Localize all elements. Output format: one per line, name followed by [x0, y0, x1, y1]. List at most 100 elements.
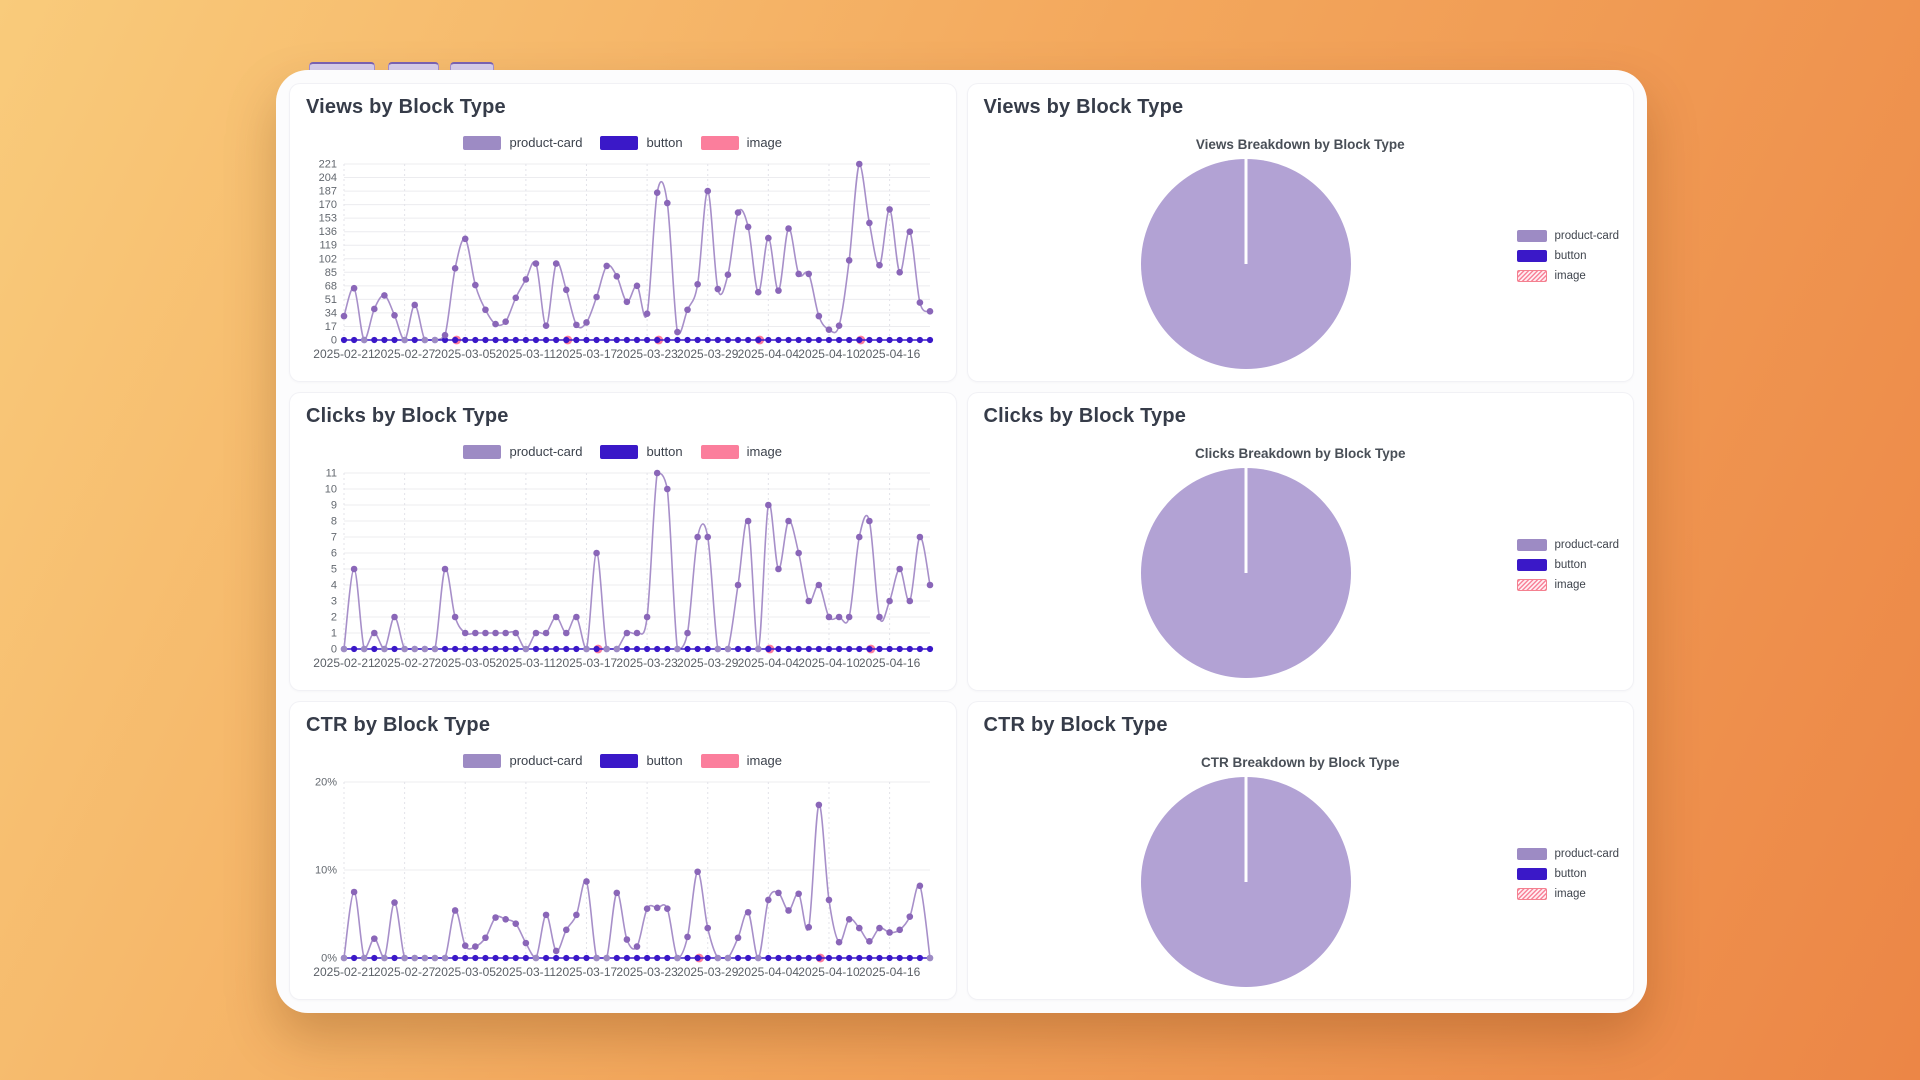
svg-text:34: 34 — [325, 307, 337, 319]
product-card-swatch-icon — [463, 753, 502, 768]
svg-text:8: 8 — [331, 516, 337, 528]
svg-text:85: 85 — [325, 267, 337, 279]
image-swatch-icon — [1516, 888, 1547, 900]
svg-text:2025-03-11: 2025-03-11 — [496, 965, 557, 979]
button-swatch-icon — [1516, 559, 1547, 571]
svg-text:2025-04-04: 2025-04-04 — [738, 965, 800, 979]
svg-text:2025-04-10: 2025-04-10 — [798, 656, 860, 670]
panel-ctr-pie-chart: CTR by Block Type CTR Breakdown by Block… — [967, 702, 1633, 999]
legend-label: product-card — [509, 753, 583, 768]
legend-item-button[interactable]: button — [600, 444, 683, 459]
legend-item-button[interactable]: button — [1516, 559, 1586, 571]
svg-text:2025-03-05: 2025-03-05 — [435, 965, 497, 979]
svg-text:187: 187 — [319, 186, 337, 198]
legend-item-product-card[interactable]: product-card — [1516, 539, 1620, 551]
legend-label: button — [646, 753, 683, 768]
svg-text:2025-03-17: 2025-03-17 — [556, 656, 618, 670]
svg-text:17: 17 — [325, 321, 337, 333]
legend-item-button[interactable]: button — [600, 135, 683, 150]
svg-text:6: 6 — [331, 548, 337, 560]
svg-text:170: 170 — [319, 199, 337, 211]
legend-item-product-card[interactable]: product-card — [463, 444, 582, 459]
svg-text:2025-02-27: 2025-02-27 — [374, 965, 436, 979]
legend-item-image[interactable]: image — [700, 753, 782, 768]
svg-text:2025-03-29: 2025-03-29 — [677, 965, 739, 979]
legend-item-button[interactable]: button — [600, 753, 683, 768]
svg-text:2025-04-16: 2025-04-16 — [859, 965, 921, 979]
svg-text:2: 2 — [331, 612, 337, 624]
image-swatch-icon — [700, 135, 739, 150]
legend-item-image[interactable]: image — [1516, 888, 1586, 900]
legend-item-image[interactable]: image — [700, 135, 782, 150]
svg-text:102: 102 — [319, 253, 337, 265]
legend-label: product-card — [1554, 230, 1620, 242]
svg-text:20%: 20% — [315, 777, 337, 789]
legend-item-product-card[interactable]: product-card — [1516, 230, 1620, 242]
legend-label: image — [746, 444, 783, 459]
legend-label: button — [1554, 868, 1587, 880]
product-card-swatch-icon — [1516, 539, 1547, 551]
chart-legend: product-card button image — [1516, 848, 1619, 900]
svg-text:221: 221 — [319, 159, 337, 171]
svg-text:2025-02-21: 2025-02-21 — [313, 347, 375, 361]
image-swatch-icon — [700, 753, 739, 768]
svg-text:10: 10 — [325, 484, 337, 496]
legend-item-product-card[interactable]: product-card — [463, 753, 582, 768]
button-swatch-icon — [600, 753, 639, 768]
views-pie-chart[interactable] — [984, 148, 1618, 378]
legend-item-product-card[interactable]: product-card — [1516, 848, 1619, 860]
legend-item-image[interactable]: image — [1516, 270, 1586, 282]
legend-item-button[interactable]: button — [1516, 250, 1587, 262]
analytics-dashboard-card: Views by Block Type product-card button im… — [276, 70, 1647, 1013]
pie-inner-title: Views Breakdown by Block Type — [1195, 137, 1405, 152]
panel-clicks-line-chart: Clicks by Block Type product-card button i… — [290, 393, 956, 690]
ctr-pie-chart[interactable] — [984, 766, 1618, 996]
image-swatch-icon — [1516, 579, 1547, 591]
legend-label: button — [646, 444, 683, 459]
legend-item-image[interactable]: image — [700, 444, 783, 459]
svg-text:2025-03-23: 2025-03-23 — [616, 656, 678, 670]
button-swatch-icon — [1516, 868, 1547, 880]
legend-label: button — [1554, 250, 1587, 262]
chart-legend: product-card button image — [1516, 230, 1620, 282]
panel-clicks-pie-chart: Clicks by Block Type Clicks Breakdown by… — [967, 393, 1633, 690]
legend-label: product-card — [509, 135, 583, 150]
legend-label: product-card — [509, 444, 583, 459]
svg-text:2025-04-10: 2025-04-10 — [798, 347, 860, 361]
legend-item-image[interactable]: image — [1516, 579, 1586, 591]
svg-text:2025-02-21: 2025-02-21 — [313, 656, 375, 670]
svg-text:2025-04-10: 2025-04-10 — [798, 965, 860, 979]
product-card-swatch-icon — [463, 135, 502, 150]
svg-text:5: 5 — [331, 564, 337, 576]
svg-text:10%: 10% — [315, 865, 337, 877]
panel-title: CTR by Block Type — [983, 714, 1168, 736]
svg-text:11: 11 — [326, 468, 337, 480]
legend-label: button — [646, 135, 683, 150]
svg-text:0: 0 — [331, 335, 337, 347]
chart-legend: product-card button image — [290, 135, 956, 150]
button-swatch-icon — [600, 135, 639, 150]
product-card-swatch-icon — [1516, 848, 1547, 860]
panel-views-line-chart: Views by Block Type product-card button im… — [290, 84, 956, 381]
svg-text:2025-03-11: 2025-03-11 — [496, 656, 557, 670]
legend-item-product-card[interactable]: product-card — [463, 135, 582, 150]
legend-label: product-card — [1554, 539, 1620, 551]
ctr-line-chart[interactable]: 0%10%20%2025-02-21 2025-02-27 2025-03-05 20… — [306, 774, 940, 996]
chart-legend: product-card button image — [290, 753, 956, 768]
legend-item-button[interactable]: button — [1516, 868, 1587, 880]
panel-title: Clicks by Block Type — [983, 405, 1187, 427]
panel-title: Clicks by Block Type — [306, 405, 509, 427]
svg-text:2025-04-16: 2025-04-16 — [859, 347, 921, 361]
svg-text:204: 204 — [319, 172, 337, 184]
svg-text:2025-02-27: 2025-02-27 — [374, 656, 436, 670]
legend-label: image — [1554, 579, 1586, 591]
clicks-pie-chart[interactable] — [984, 457, 1618, 687]
svg-text:153: 153 — [319, 213, 337, 225]
panel-ctr-line-chart: CTR by Block Type product-card button imag… — [290, 702, 956, 999]
svg-text:1: 1 — [331, 628, 337, 640]
button-swatch-icon — [1516, 250, 1547, 262]
svg-text:0%: 0% — [321, 953, 337, 965]
